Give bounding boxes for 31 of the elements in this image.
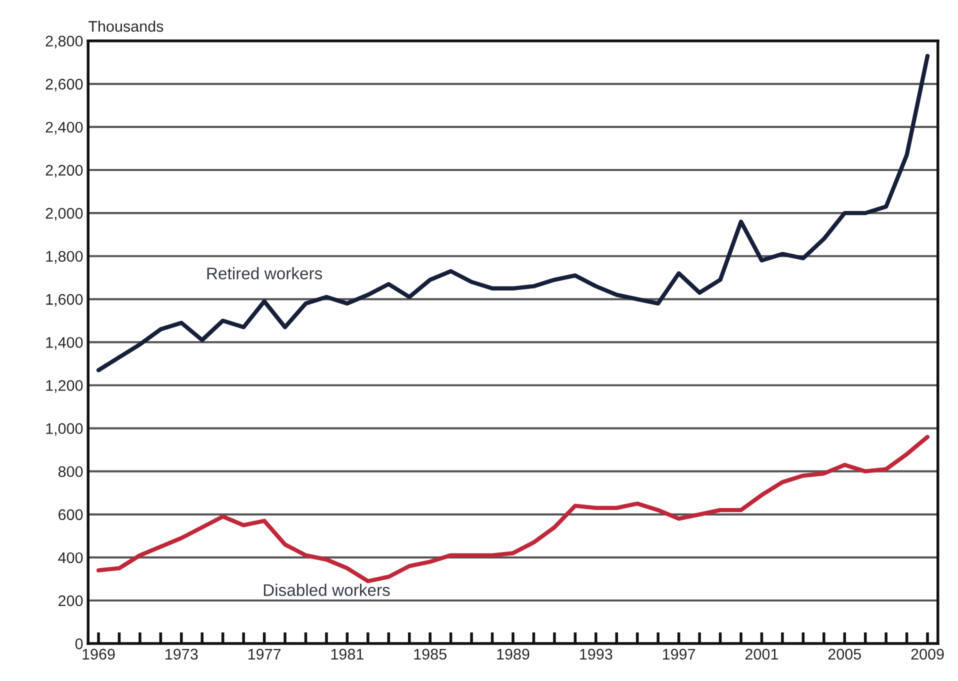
- y-tick-label: 2,400: [46, 122, 83, 134]
- x-tick-label: 2009: [911, 648, 944, 660]
- x-tick-label: 1969: [82, 648, 115, 660]
- y-tick-label: 400: [58, 552, 83, 564]
- y-tick-label: 2,600: [46, 78, 83, 92]
- y-tick-label: 0: [75, 638, 83, 650]
- x-tick-label: 1993: [580, 648, 612, 660]
- line-series: [96, 434, 930, 584]
- y-tick-label: 600: [58, 509, 83, 520]
- y-tick-label: 200: [58, 595, 83, 606]
- y-tick-label: 2,200: [46, 164, 83, 178]
- x-tick-label: 1985: [414, 648, 446, 660]
- x-tick-label: 2001: [745, 648, 778, 660]
- y-tick-label: 1,800: [46, 250, 83, 264]
- y-tick-label: 2,000: [46, 208, 83, 221]
- y-tick-label: 1,200: [46, 380, 83, 393]
- y-tick-label: 1,600: [46, 294, 83, 307]
- x-tick-label: 1989: [497, 648, 530, 660]
- series-label: Retired workers: [207, 267, 322, 280]
- x-tick-label: 1973: [166, 648, 198, 660]
- y-axis-title: Thousands: [88, 20, 164, 32]
- x-tick-label: 1997: [662, 648, 696, 660]
- y-tick-label: 1,000: [46, 423, 83, 436]
- y-tick-label: 800: [58, 466, 83, 478]
- x-tick-label: 2005: [828, 648, 861, 660]
- line-series: [96, 54, 930, 372]
- x-tick-label: 1977: [248, 648, 281, 660]
- y-tick-label: 2,800: [46, 36, 83, 48]
- x-tick-label: 1981: [331, 648, 364, 660]
- y-tick-label: 1,400: [46, 337, 83, 350]
- series-label: Disabled workers: [264, 584, 390, 596]
